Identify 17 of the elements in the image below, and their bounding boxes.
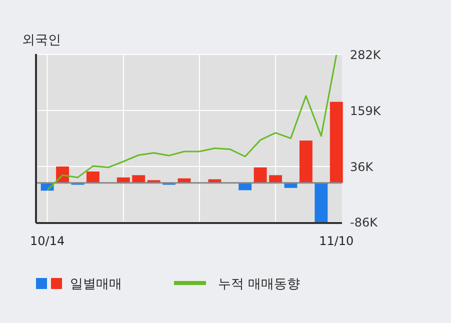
chart-title: 외국인 — [22, 33, 61, 48]
y-tick-label: 282K — [350, 48, 382, 62]
y-tick-label: -86K — [350, 216, 379, 230]
bar — [238, 182, 252, 190]
y-tick-label: 159K — [350, 104, 382, 118]
legend-label: 누적 매매동향 — [218, 277, 300, 292]
bar — [132, 175, 146, 183]
y-tick-label: 36K — [350, 160, 374, 174]
x-tick-label: 10/14 — [30, 234, 65, 248]
bar — [300, 140, 312, 183]
legend-label: 일별매매 — [70, 277, 122, 292]
bar — [314, 182, 328, 222]
bar — [269, 175, 282, 183]
bar — [86, 172, 100, 183]
x-tick-label: 11/10 — [319, 234, 354, 248]
bar — [254, 167, 267, 183]
bar — [330, 102, 343, 183]
